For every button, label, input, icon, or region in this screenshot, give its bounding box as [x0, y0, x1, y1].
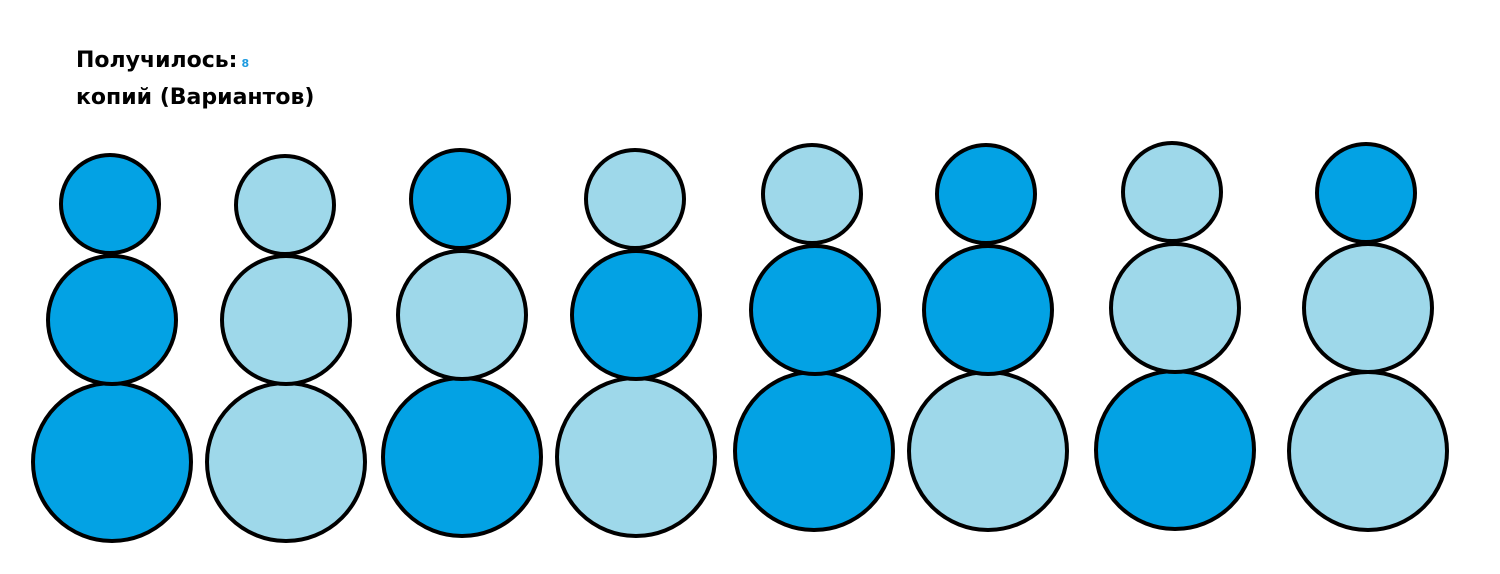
- variant-count: 8: [241, 57, 250, 70]
- heading: Получилось: 8 копий (Вариантов): [76, 44, 314, 115]
- snowman-5-middle-circle: [749, 244, 881, 376]
- heading-line-2: копий (Вариантов): [76, 85, 315, 110]
- snowman-5-head-circle: [761, 143, 863, 245]
- snowman-3-head-circle: [409, 148, 511, 250]
- snowman-variant-2: [205, 154, 367, 543]
- snowman-2-base-circle: [205, 381, 367, 543]
- heading-line-1: Получилось: 8: [76, 44, 314, 81]
- snowman-8-head-circle: [1315, 142, 1417, 244]
- snowman-6-base-circle: [907, 370, 1069, 532]
- snowman-5-base-circle: [733, 370, 895, 532]
- snowman-6-head-circle: [935, 143, 1037, 245]
- snowman-variant-1: [31, 153, 193, 543]
- snowman-8-middle-circle: [1302, 242, 1434, 374]
- snowman-8-base-circle: [1287, 370, 1449, 532]
- snowman-3-base-circle: [381, 376, 543, 538]
- snowman-7-head-circle: [1121, 141, 1223, 243]
- snowman-4-head-circle: [584, 148, 686, 250]
- snowman-4-middle-circle: [570, 249, 702, 381]
- snowman-3-middle-circle: [396, 249, 528, 381]
- snowman-4-base-circle: [555, 376, 717, 538]
- snowman-7-middle-circle: [1109, 242, 1241, 374]
- snowman-2-middle-circle: [220, 254, 352, 386]
- snowman-1-base-circle: [31, 381, 193, 543]
- snowman-6-middle-circle: [922, 244, 1054, 376]
- snowman-variant-3: [381, 148, 543, 538]
- snowman-1-middle-circle: [46, 254, 178, 386]
- snowman-variant-4: [555, 148, 717, 538]
- snowman-variant-7: [1094, 141, 1256, 531]
- snowman-variant-6: [907, 143, 1069, 532]
- snowman-2-head-circle: [234, 154, 336, 256]
- snowman-variant-5: [733, 143, 895, 532]
- snowman-1-head-circle: [59, 153, 161, 255]
- snowman-7-base-circle: [1094, 369, 1256, 531]
- snowman-variant-8: [1287, 142, 1449, 532]
- heading-label: Получилось:: [76, 48, 238, 73]
